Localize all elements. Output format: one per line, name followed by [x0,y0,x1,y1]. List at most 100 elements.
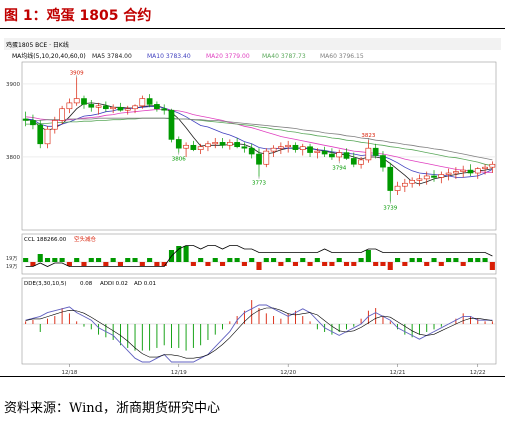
x-tick-label: 12/21 [390,370,406,376]
candle-body [467,169,474,174]
candle-body [263,150,270,165]
position-bar [176,246,182,262]
position-bar [278,262,284,266]
candle-body [81,98,87,105]
candle-body [416,178,423,181]
position-bar [467,258,474,262]
ma-line-ma40 [25,117,493,167]
position-bar [23,258,29,262]
dde-panel: DDE(3,30,10,5) 0.08 ADDI 0.02 AD 0.01 [21,277,497,365]
x-axis: 12/18 12/19 12/20 12/21 12/22 [61,364,486,376]
chart-info-strip [4,38,501,50]
position-bar [431,258,437,262]
ma20-legend: MA20 3779.00 [206,53,250,60]
position-bar [241,262,247,266]
candle-body [394,185,401,191]
position-bar [256,262,262,270]
candle-body [124,108,131,111]
price-annotation: 3823 [361,133,375,139]
source-note: 资料来源：Wind，浙商期货研究中心 [4,401,220,416]
candle-body [103,105,109,110]
ma5-legend: MA5 3784.00 [92,53,132,60]
position-bar [37,254,43,262]
position-bar [161,262,167,266]
dde-legend-value: 0.08 [80,281,93,287]
position-bar [314,258,320,262]
candle-body [132,105,138,110]
figure-title: 图 1：鸡蛋 1805 合约 [4,8,152,24]
position-bar [219,262,226,266]
x-tick-label: 12/18 [61,370,77,376]
candle-body [88,104,95,108]
price-annotation: 3909 [70,70,84,76]
candle-body [66,102,73,110]
candle-body [299,146,306,150]
position-bar [446,258,452,262]
position-bar [424,262,430,266]
position-bar [205,262,211,266]
position-bar [52,258,58,262]
position-legend-ccl: CCL 188266.00 [24,237,67,243]
position-bar [292,262,299,266]
position-bar [263,258,269,262]
position-bar [183,246,189,262]
candle-body [51,120,58,130]
candle-body [183,144,189,149]
dde-panel-border [21,277,497,365]
candle-body [460,169,467,172]
candle-body [431,175,437,178]
candle-body [278,146,284,149]
position-bar [66,262,72,266]
price-y-tick: 3900 [6,82,20,88]
position-bar [322,262,328,266]
position-bar [234,258,240,262]
figure-title-bar: 图 1：鸡蛋 1805 合约 [0,0,505,29]
position-bar [74,258,80,262]
dde-line [25,304,493,363]
candle-body [37,124,44,145]
ma-legend-strip [4,50,501,60]
candle-body [372,147,379,156]
candle-body [44,128,51,145]
position-bar [402,262,408,266]
candle-body [445,172,452,175]
position-bar [482,258,488,262]
candle-body [226,142,233,146]
candle-body [423,175,430,180]
candle-body [30,120,36,126]
ma40-legend: MA40 3787.73 [262,53,306,60]
candle-body [234,142,240,148]
candle-body [117,106,124,111]
position-y-tick: 19万 [6,256,17,262]
position-bar [190,262,196,266]
candle-body [482,166,488,169]
candle-body [161,108,168,111]
position-bar [460,262,466,266]
position-bar [285,258,291,262]
position-bar [416,258,422,262]
position-bar [387,262,393,270]
position-bar [81,262,87,266]
candle-body [343,152,350,159]
position-bar [154,262,160,266]
ma-line-ma60 [25,117,493,161]
candle-body [241,146,248,149]
ma-line-ma20 [25,109,493,173]
position-bar [271,258,277,262]
candle-body [380,155,386,168]
candle-body [453,171,459,174]
position-bar [336,258,342,262]
candle-body [22,118,29,121]
candle-body [139,98,146,107]
dde-legend-main: DDE(3,30,10,5) [24,281,66,287]
candle-body [59,108,65,121]
ma60-legend: MA60 3796.15 [320,53,364,60]
candle-body [474,168,481,174]
position-bar [44,258,51,262]
position-panel: CCL 188266.00 空头减仓 19万 19万 [6,233,497,275]
position-bar [489,262,495,270]
candle-body [387,166,394,191]
position-bar [198,258,204,262]
candle-body [248,147,255,155]
position-bar [453,258,459,262]
